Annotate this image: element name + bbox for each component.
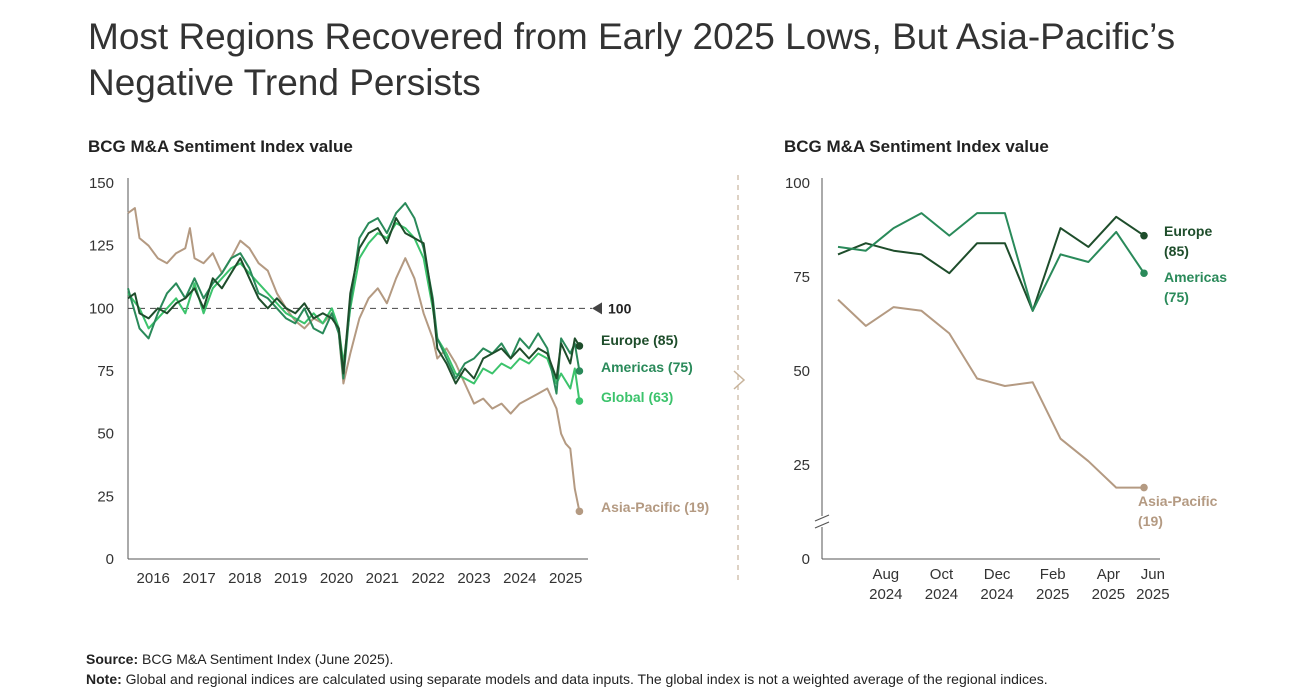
series-value-asia-pacific: (19) [1138, 513, 1163, 529]
series-end-dot-asia-pacific [1140, 483, 1148, 492]
series-end-dot-americas [1140, 269, 1148, 278]
axis-break-mark [814, 514, 830, 522]
x-tick-label: 2024 [503, 570, 536, 587]
y-tick-label: 100 [785, 175, 810, 192]
source-line: Source: BCG M&A Sentiment Index (June 20… [86, 651, 393, 667]
x-tick-month: Dec [984, 566, 1011, 583]
x-tick-month: Oct [930, 566, 954, 583]
reference-arrow-icon [592, 302, 602, 315]
series-label-europe: Europe (85) [601, 332, 678, 348]
note-line: Note: Global and regional indices are ca… [86, 671, 1048, 687]
series-line-europe [837, 215, 1145, 312]
reference-label: 100 [608, 300, 632, 316]
y-tick-label: 125 [89, 238, 114, 255]
y-tick-label: 25 [793, 457, 810, 474]
y-tick-label: 25 [97, 488, 114, 505]
series-line-asia-pacific [127, 207, 581, 512]
series-label-europe: Europe [1164, 223, 1212, 239]
y-tick-label: 0 [106, 551, 114, 568]
series-end-dot-asia-pacific [575, 507, 584, 516]
x-tick-label: 2025 [549, 570, 582, 587]
x-tick-year: 2025 [1036, 586, 1069, 603]
source-label: Source: [86, 651, 139, 667]
series-line-global [127, 222, 581, 402]
x-tick-month: Apr [1097, 566, 1120, 583]
series-line-europe [127, 217, 581, 385]
series-line-americas [837, 212, 1145, 312]
x-tick-label: 2017 [182, 570, 215, 587]
series-end-dot-global [575, 397, 584, 405]
x-tick-label: 2023 [457, 570, 490, 587]
source-text: BCG M&A Sentiment Index (June 2025). [142, 651, 394, 667]
chevron-right-icon [733, 370, 746, 390]
x-tick-label: 2022 [411, 570, 444, 587]
y-tick-label: 75 [793, 269, 810, 286]
series-value-europe: (85) [1164, 243, 1189, 259]
x-tick-month: Jun [1141, 566, 1165, 583]
x-tick-year: 2024 [925, 586, 958, 603]
y-tick-label: 150 [89, 175, 114, 192]
x-tick-year: 2025 [1136, 586, 1169, 603]
series-value-americas: (75) [1164, 289, 1189, 305]
series-end-dot-europe [1140, 231, 1148, 240]
x-tick-label: 2016 [137, 570, 170, 587]
panel-divider [733, 175, 746, 580]
series-line-asia-pacific [837, 298, 1144, 489]
left-chart: 0 25 50 75 100 125 150 2016 2017 2018 2019 2020 2021… [89, 175, 709, 587]
series-end-dot-europe [575, 342, 584, 350]
series-label-global: Global (63) [601, 389, 673, 405]
x-tick-year: 2025 [1092, 586, 1125, 603]
series-label-americas: Americas (75) [601, 359, 693, 375]
series-label-asia-pacific: Asia-Pacific (19) [601, 499, 709, 515]
y-tick-label: 50 [97, 426, 114, 443]
y-tick-label: 0 [802, 551, 810, 568]
y-tick-label: 50 [793, 363, 810, 380]
x-tick-label: 2019 [274, 570, 307, 587]
page-title: Most Regions Recovered from Early 2025 L… [88, 16, 1176, 103]
x-tick-month: Feb [1040, 566, 1066, 583]
y-tick-label: 75 [97, 363, 114, 380]
x-tick-label: 2021 [366, 570, 399, 587]
series-label-americas: Americas [1164, 269, 1227, 285]
x-tick-label: 2020 [320, 570, 353, 587]
x-tick-year: 2024 [980, 586, 1013, 603]
right-chart: 0 25 50 75 100 Aug 2024 Oct 2024 Dec 2024 Feb 2025 Ap… [785, 175, 1227, 603]
axis-break-mark [814, 521, 830, 529]
x-tick-label: 2018 [228, 570, 261, 587]
note-text: Global and regional indices are calculat… [125, 671, 1048, 687]
left-chart-title: BCG M&A Sentiment Index value [88, 137, 353, 156]
series-end-dot-americas [575, 367, 584, 375]
x-tick-year: 2024 [869, 586, 902, 603]
y-tick-label: 100 [89, 300, 114, 317]
x-tick-month: Aug [872, 566, 899, 583]
series-label-asia-pacific: Asia-Pacific [1138, 493, 1218, 509]
note-label: Note: [86, 671, 122, 687]
right-chart-title: BCG M&A Sentiment Index value [784, 137, 1049, 156]
